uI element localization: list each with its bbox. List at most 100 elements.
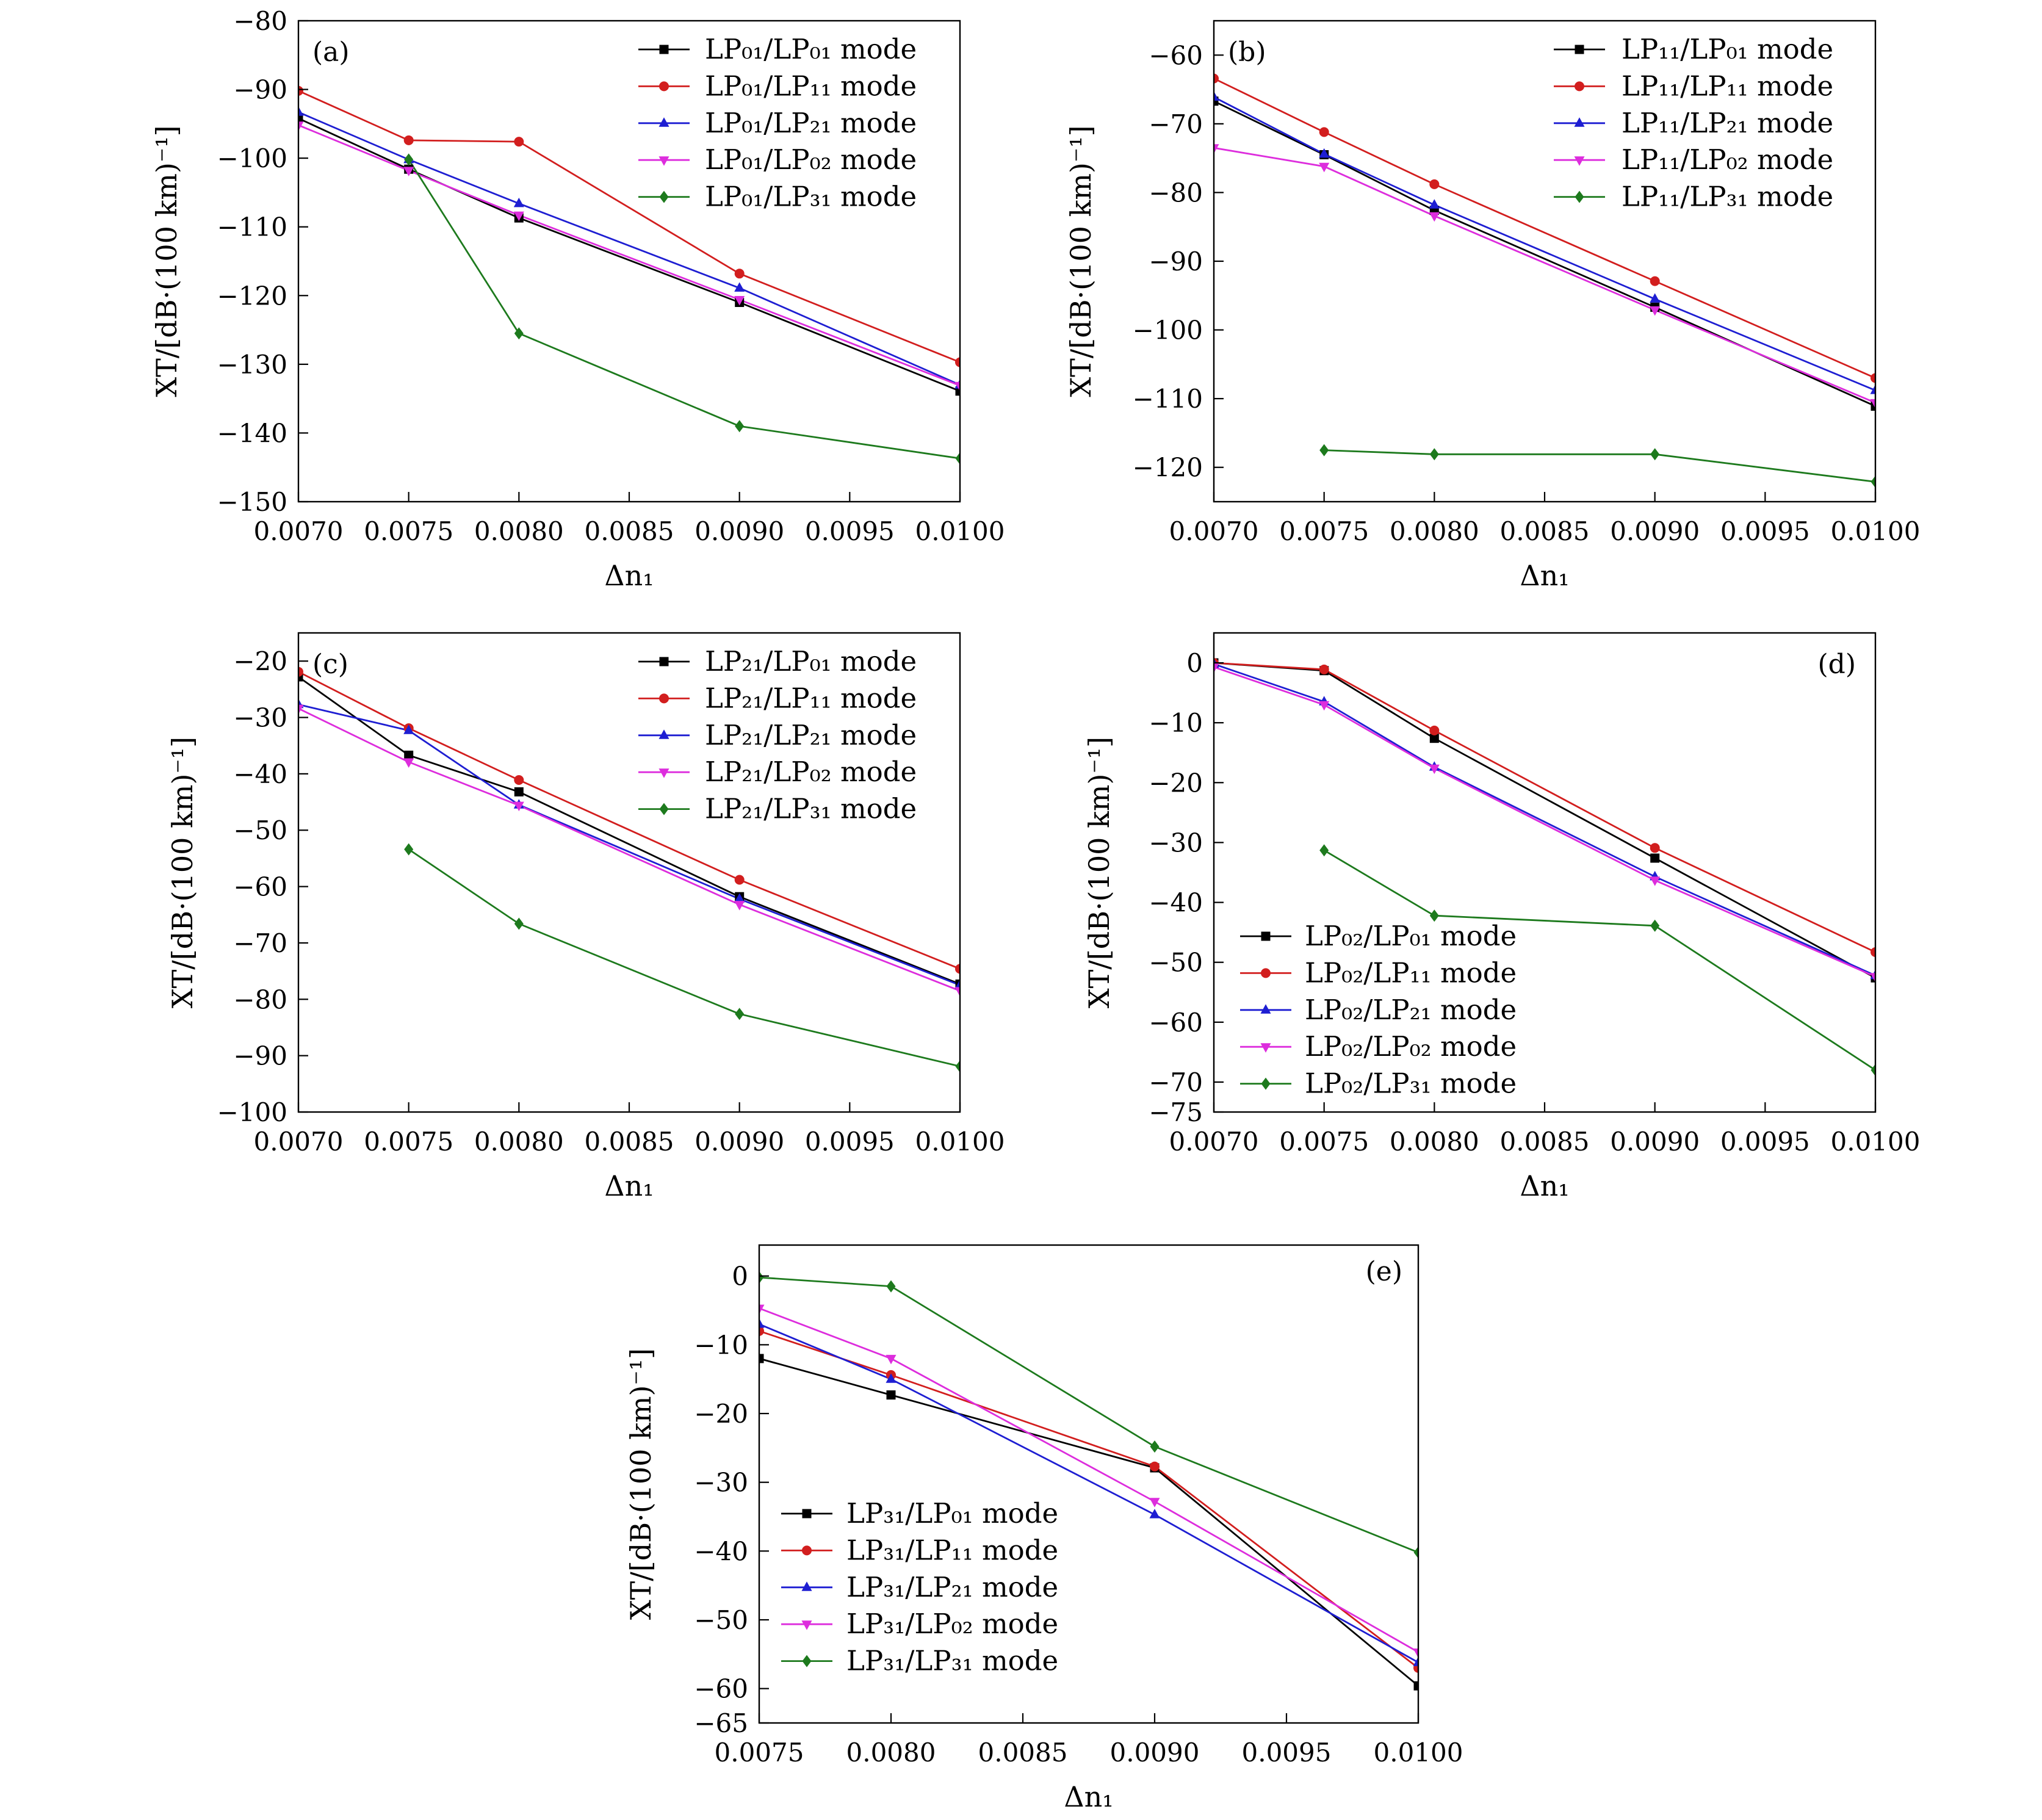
y-tick-label: −70 [1149, 1067, 1203, 1097]
data-point [298, 666, 303, 677]
data-point [1871, 947, 1875, 957]
data-point [513, 801, 524, 812]
data-point [955, 1060, 960, 1073]
legend-entry: LP₀₂/LP₂₁ mode [1240, 994, 1517, 1026]
legend-label: LP₁₁/LP₁₁ mode [1622, 70, 1833, 102]
x-tick-label: 0.0100 [915, 516, 1005, 546]
data-point [735, 420, 745, 433]
y-tick-label: −90 [233, 1041, 287, 1071]
data-point [1149, 1498, 1160, 1508]
y-tick-label: −30 [694, 1468, 748, 1498]
legend-marker [1260, 1043, 1271, 1053]
series-line [1323, 849, 1875, 1071]
series-line [408, 848, 960, 1067]
y-tick-label: −40 [233, 759, 287, 789]
legend-entry: LP₃₁/LP₂₁ mode [781, 1571, 1058, 1603]
data-point [1650, 876, 1661, 886]
x-tick-label: 0.0085 [585, 516, 674, 546]
data-point [1319, 664, 1329, 674]
data-point [1429, 212, 1440, 222]
data-point [734, 296, 745, 306]
x-tick-label: 0.0075 [364, 516, 453, 546]
legend-entry: LP₃₁/LP₀₁ mode [781, 1497, 1058, 1529]
y-tick-label: −50 [1149, 948, 1203, 978]
y-axis-label: XT/[dB·(100 km)⁻¹] [166, 737, 199, 1008]
x-tick-label: 0.0070 [254, 1127, 344, 1157]
data-point [759, 1326, 764, 1336]
legend-marker [659, 803, 669, 815]
data-point [298, 121, 304, 131]
data-point [734, 901, 745, 911]
y-tick-label: −60 [1149, 40, 1203, 70]
data-point [1319, 127, 1329, 137]
data-point [1214, 73, 1219, 84]
data-point [298, 85, 303, 96]
y-tick-label: −50 [233, 815, 287, 845]
data-point [1319, 148, 1330, 158]
data-point [1413, 1681, 1418, 1691]
data-point [759, 1354, 764, 1363]
legend-entry: LP₀₂/LP₀₂ mode [1240, 1030, 1517, 1063]
data-point [759, 1304, 765, 1315]
data-point [298, 672, 303, 682]
legend-entry: LP₀₂/LP₁₁ mode [1240, 956, 1517, 989]
legend-entry: LP₀₁/LP₁₁ mode [638, 70, 917, 102]
panel-label: (b) [1228, 37, 1266, 68]
y-tick-label: −40 [1149, 888, 1203, 918]
data-point [1214, 91, 1219, 101]
x-tick-label: 0.0095 [805, 516, 895, 546]
y-tick-label: −150 [217, 487, 287, 517]
x-tick-label: 0.0095 [1720, 516, 1810, 546]
legend-label: LP₀₂/LP₂₁ mode [1305, 994, 1517, 1026]
x-tick-label: 0.0095 [1720, 1127, 1810, 1157]
x-tick-label: 0.0080 [1390, 516, 1479, 546]
legend-marker [1574, 117, 1585, 127]
y-tick-label: −30 [233, 703, 287, 733]
legend-label: LP₁₁/LP₂₁ mode [1622, 107, 1833, 139]
x-axis-label: Δn₁ [1520, 559, 1569, 592]
data-point [1650, 276, 1660, 286]
series-line [759, 1307, 1418, 1653]
legend-marker [802, 1655, 812, 1667]
panel-label: (a) [312, 37, 350, 68]
x-tick-label: 0.0090 [1610, 516, 1700, 546]
data-point [1871, 402, 1875, 411]
chart-panel-e: 0.0075 0.0080 0.0085 0.0090 0.0095 0.0100 0 −10… [624, 1244, 1463, 1813]
legend-entry: LP₂₁/LP₀₁ mode [638, 645, 917, 677]
x-tick-label: 0.0090 [1610, 1127, 1700, 1157]
series-line [759, 1323, 1418, 1664]
legend-label: LP₀₁/LP₂₁ mode [705, 107, 917, 139]
data-point [1650, 293, 1661, 303]
legend-marker [659, 45, 669, 54]
x-tick-label: 0.0080 [1390, 1127, 1479, 1157]
legend-label: LP₁₁/LP₀₁ mode [1622, 33, 1833, 65]
legend-entry: LP₁₁/LP₂₁ mode [1554, 107, 1833, 139]
legend-entry: LP₀₂/LP₀₁ mode [1240, 920, 1517, 952]
x-tick-label: 0.0090 [694, 1127, 784, 1157]
data-point [298, 704, 304, 715]
data-point [1429, 448, 1439, 461]
x-tick-label: 0.0095 [1242, 1738, 1332, 1768]
data-point [403, 724, 414, 734]
legend-marker [1575, 45, 1584, 54]
x-tick-label: 0.0080 [474, 516, 564, 546]
data-point [1870, 973, 1875, 983]
plot-area [1214, 658, 1875, 1077]
legend-label: LP₂₁/LP₀₂ mode [705, 756, 917, 788]
plot-area [1214, 73, 1875, 488]
legend-label: LP₃₁/LP₂₁ mode [846, 1571, 1058, 1603]
data-point [1429, 909, 1439, 922]
data-point [1150, 1440, 1160, 1453]
data-point [886, 1390, 896, 1400]
legend-entry: LP₀₂/LP₃₁ mode [1240, 1067, 1517, 1100]
legend-label: LP₂₁/LP₀₁ mode [705, 645, 917, 677]
x-axis-label: Δn₁ [604, 559, 654, 592]
data-point [954, 979, 960, 989]
data-point [1650, 448, 1660, 461]
data-point [404, 153, 414, 166]
y-tick-label: −20 [694, 1399, 748, 1429]
legend-entry: LP₂₁/LP₀₂ mode [638, 756, 917, 788]
x-tick-label: 0.0080 [474, 1127, 564, 1157]
x-tick-label: 0.0095 [805, 1127, 895, 1157]
y-tick-label: −10 [694, 1330, 748, 1360]
